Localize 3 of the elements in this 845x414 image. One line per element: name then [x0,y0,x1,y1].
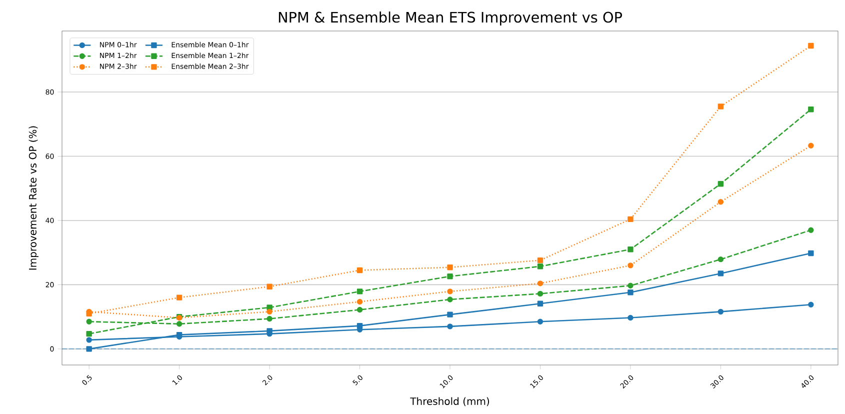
chart-title: NPM & Ensemble Mean ETS Improvement vs OP [278,12,622,26]
x-axis-title: Threshold (mm) [410,397,490,406]
y-axis-title: Improvement Rate vs OP (%) [28,126,38,270]
